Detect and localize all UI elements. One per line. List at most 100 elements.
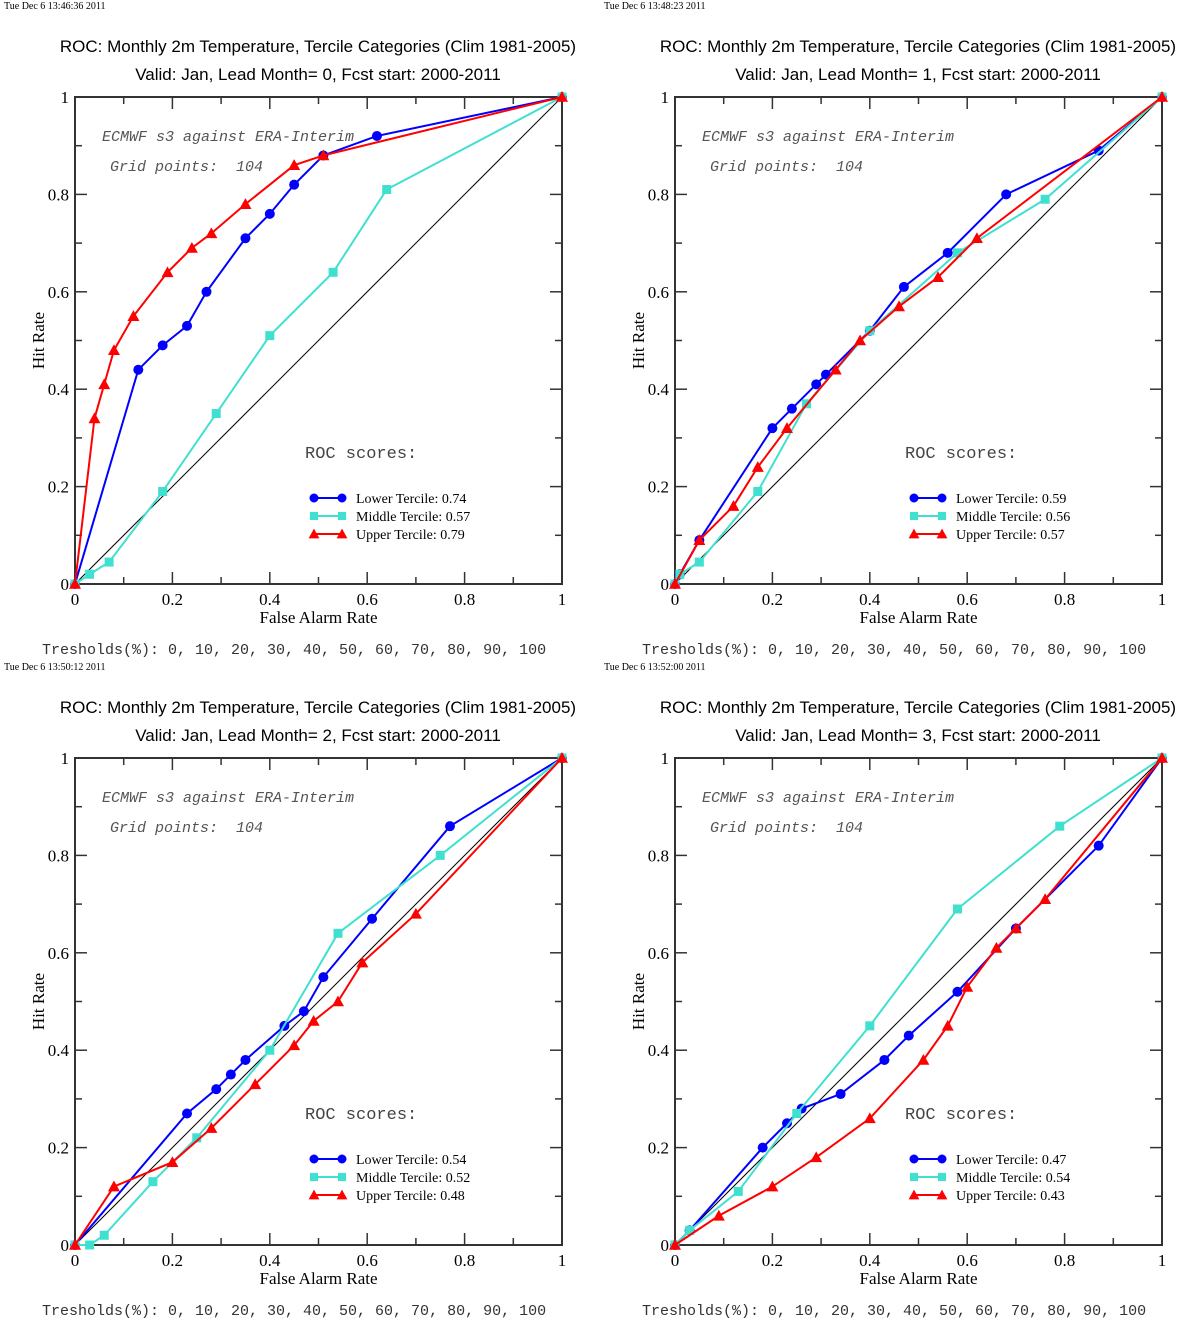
upper-tercile-point: [88, 412, 101, 424]
legend-middle-tercile-label: Middle Tercile: 0.54: [956, 1171, 1070, 1186]
legend-upper-tercile-label: Upper Tercile: 0.43: [956, 1189, 1065, 1204]
lower-tercile-point: [371, 130, 382, 141]
lower-tercile-point: [289, 179, 300, 190]
y-axis-label: Hit Rate: [629, 973, 648, 1030]
y-tick-label: 0.8: [648, 846, 669, 865]
upper-tercile-point: [107, 344, 120, 356]
chart-title: ROC: Monthly 2m Temperature, Tercile Cat…: [59, 698, 577, 717]
annotation-grid-points: Grid points: 104: [110, 159, 263, 176]
lower-tercile-point: [898, 281, 909, 292]
x-axis-label: False Alarm Rate: [259, 1269, 377, 1288]
legend-lower-tercile-label: Lower Tercile: 0.54: [356, 1153, 466, 1168]
annotation-grid-points: Grid points: 104: [110, 820, 263, 837]
roc-plot: 0 0.2 0.4 0.6 0.8 1 0 0.2 0.4 0.6 0.8 1 False Alarm …: [629, 88, 1168, 627]
upper-tercile-point: [1156, 752, 1168, 763]
y-tick-label: 0: [661, 575, 670, 594]
legend-upper-tercile-marker: [336, 528, 348, 539]
legend-middle-tercile-marker: [937, 511, 947, 521]
legend-middle-tercile-marker: [337, 511, 347, 521]
upper-tercile-point: [556, 91, 568, 102]
x-tick-label: 0.6: [957, 590, 978, 609]
legend-lower-tercile-marker: [337, 493, 347, 503]
legend-lower-tercile-marker: [909, 1154, 919, 1164]
x-tick-label: 0.8: [1054, 590, 1075, 609]
x-tick-label: 0: [71, 1251, 80, 1270]
y-tick-label: 0.2: [48, 1139, 69, 1158]
upper-tercile-point: [669, 578, 681, 589]
x-tick-label: 0: [71, 590, 80, 609]
y-tick-label: 0: [661, 1236, 670, 1255]
y-axis-label: Hit Rate: [29, 312, 48, 369]
upper-tercile-point: [107, 1180, 120, 1192]
upper-tercile-point: [810, 1151, 823, 1163]
x-tick-label: 0: [671, 590, 680, 609]
upper-tercile-point: [727, 500, 740, 511]
middle-tercile-point: [148, 1177, 158, 1187]
middle-tercile-point: [1055, 821, 1065, 831]
middle-tercile-point: [265, 331, 275, 341]
roc-panel-lead-0: Tue Dec 6 13:46:36 2011 ROC: Monthly 2m …: [0, 0, 600, 661]
legend-upper-tercile-label: Upper Tercile: 0.79: [356, 528, 465, 543]
timestamp: Tue Dec 6 13:50:12 2011: [4, 662, 106, 673]
middle-tercile-point: [733, 1186, 743, 1196]
upper-tercile-point: [249, 1078, 262, 1090]
lower-tercile-point: [782, 1118, 793, 1129]
middle-tercile-point: [192, 1133, 202, 1143]
y-tick-label: 0.4: [648, 380, 670, 399]
upper-tercile-point: [931, 271, 944, 282]
lower-tercile-point: [240, 1054, 251, 1065]
upper-tercile-point: [356, 956, 369, 968]
thresholds-text: Tresholds(%): 0, 10, 20, 30, 40, 50, 60,…: [42, 642, 547, 659]
upper-tercile-point: [941, 1019, 954, 1031]
chart-subtitle: Valid: Jan, Lead Month= 3, Fcst start: 2…: [735, 726, 1101, 745]
middle-tercile-point: [265, 1045, 275, 1055]
roc-plot: 0 0.2 0.4 0.6 0.8 1 0 0.2 0.4 0.6 0.8 1 False Alarm …: [29, 749, 568, 1288]
legend-lower-tercile-marker: [937, 1154, 947, 1164]
legend-middle-tercile-marker: [309, 1172, 319, 1182]
roc-plot: 0 0.2 0.4 0.6 0.8 1 0 0.2 0.4 0.6 0.8 1 False Alarm …: [629, 749, 1168, 1288]
legend-upper-tercile-marker: [908, 1189, 920, 1200]
no-skill-diagonal: [674, 757, 1163, 1246]
upper-tercile-point: [712, 1209, 725, 1221]
middle-tercile-point: [1040, 194, 1050, 204]
legend-lower-tercile-marker: [937, 493, 947, 503]
upper-tercile-point: [829, 363, 842, 375]
x-tick-label: 0.6: [357, 1251, 378, 1270]
lower-tercile-point: [157, 340, 168, 351]
chart-title: ROC: Monthly 2m Temperature, Tercile Cat…: [659, 698, 1177, 717]
middle-tercile-line: [674, 757, 1163, 1246]
upper-tercile-point: [239, 198, 252, 209]
y-tick-label: 0.8: [48, 185, 69, 204]
roc-scores-heading: ROC scores:: [305, 445, 417, 464]
timestamp: Tue Dec 6 13:46:36 2011: [4, 1, 106, 12]
upper-tercile-line: [74, 96, 563, 585]
middle-tercile-point: [99, 1230, 109, 1240]
y-tick-label: 0.4: [48, 1041, 70, 1060]
lower-tercile-point: [903, 1030, 914, 1041]
legend-upper-tercile-marker: [936, 1189, 948, 1200]
middle-tercile-point: [85, 569, 95, 579]
y-tick-label: 0.2: [48, 478, 69, 497]
x-tick-label: 1: [558, 1251, 567, 1270]
upper-tercile-point: [331, 995, 344, 1007]
lower-tercile-point: [318, 972, 329, 983]
upper-tercile-point: [161, 266, 174, 278]
legend-middle-tercile-marker: [937, 1172, 947, 1182]
legend-upper-tercile-marker: [908, 528, 920, 539]
legend-middle-tercile-label: Middle Tercile: 0.57: [356, 510, 470, 525]
upper-tercile-point: [854, 334, 867, 346]
upper-tercile-point: [693, 534, 706, 545]
y-tick-label: 1: [61, 749, 70, 768]
lower-tercile-point: [367, 913, 378, 924]
legend-lower-tercile-marker: [309, 493, 319, 503]
middle-tercile-point: [435, 850, 445, 860]
legend-upper-tercile-label: Upper Tercile: 0.48: [356, 1189, 465, 1204]
roc-plot: 0 0.2 0.4 0.6 0.8 1 0 0.2 0.4 0.6 0.8 1 False Alarm …: [29, 88, 568, 627]
lower-tercile-point: [942, 247, 953, 258]
upper-tercile-point: [961, 980, 974, 992]
legend-upper-tercile-marker: [936, 528, 948, 539]
legend-middle-tercile-marker: [337, 1172, 347, 1182]
lower-tercile-point: [811, 379, 822, 390]
annotation-model: ECMWF s3 against ERA-Interim: [702, 129, 954, 146]
y-tick-label: 0.2: [648, 1139, 669, 1158]
